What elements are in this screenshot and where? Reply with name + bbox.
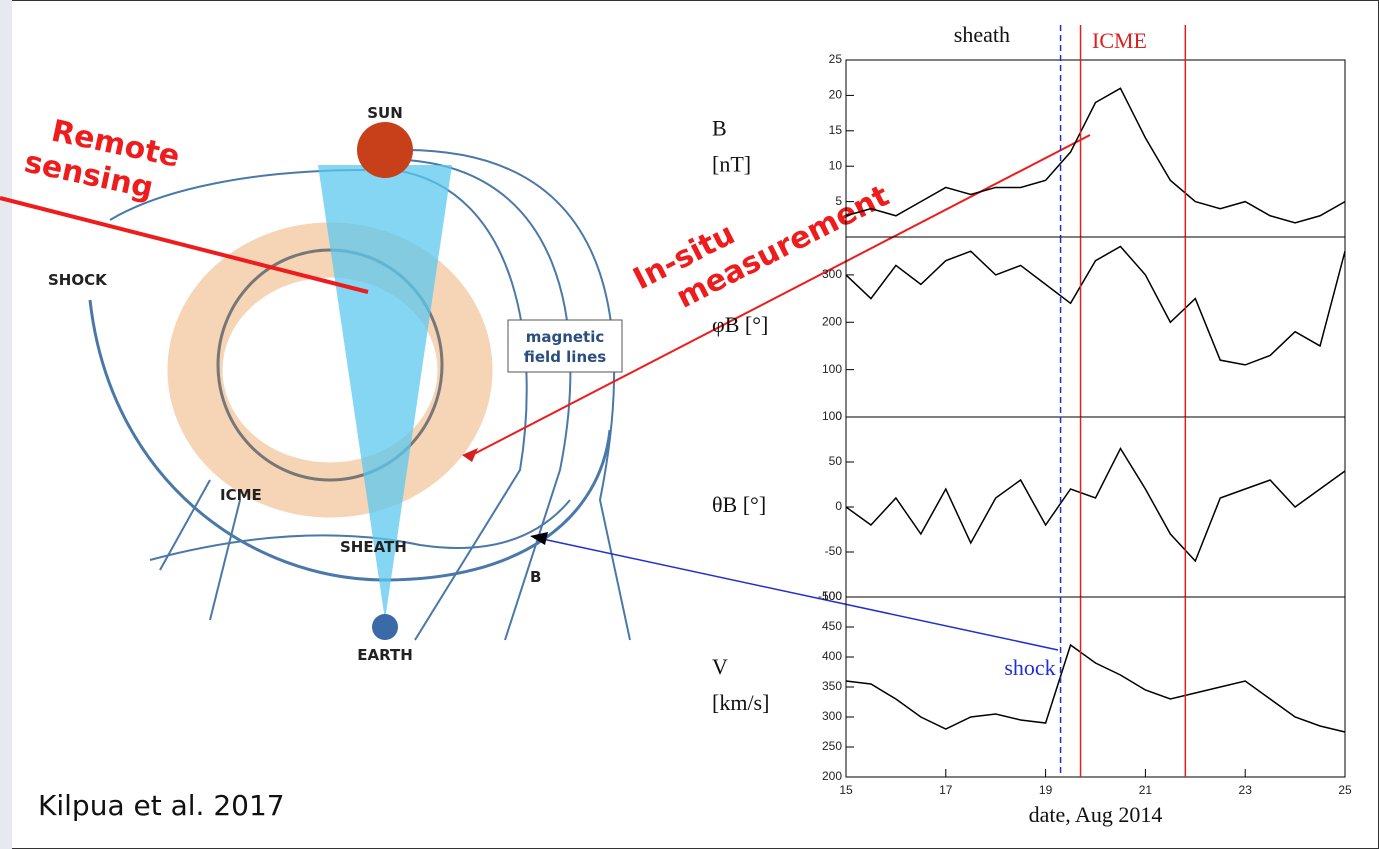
- sun: [357, 122, 413, 178]
- arrowhead: [530, 532, 548, 545]
- sheath-annotation: sheath: [954, 22, 1010, 47]
- x-tick-label: 25: [1338, 783, 1352, 797]
- y-tick-label: 5: [835, 194, 842, 208]
- y-axis-label: θB [°]: [712, 492, 766, 517]
- y-tick-label: 350: [822, 679, 842, 693]
- shock-pointer: [537, 537, 1059, 651]
- field-lines-label: magnetic: [526, 328, 605, 346]
- y-tick-label: -50: [825, 544, 843, 558]
- sun-label: SUN: [367, 104, 403, 122]
- field-line: [159, 479, 241, 621]
- y-tick-label: 25: [829, 52, 843, 66]
- earth-label: EARTH: [357, 646, 413, 664]
- spacecraft: [462, 448, 478, 462]
- y-axis-label: [km/s]: [712, 690, 769, 715]
- view-cone: [318, 165, 452, 620]
- y-tick-label: -100: [818, 589, 842, 603]
- y-tick-label: 15: [829, 123, 843, 137]
- shock-front: [88, 299, 612, 582]
- insitu-pointer: [471, 134, 1091, 456]
- y-tick-label: 0: [835, 409, 842, 423]
- data-line: [845, 446, 1346, 563]
- data-line: [845, 87, 1346, 224]
- earth: [372, 614, 398, 640]
- shock-annotation: shock: [1004, 655, 1055, 680]
- b-label: B: [530, 568, 541, 586]
- x-tick-label: 21: [1139, 783, 1153, 797]
- y-tick-label: 0: [835, 499, 842, 513]
- y-tick-label: 500: [822, 589, 842, 603]
- field-line: [149, 499, 571, 561]
- x-tick-label: 15: [839, 783, 853, 797]
- y-tick-label: 250: [822, 739, 842, 753]
- icme-annotation: ICME: [1092, 28, 1147, 53]
- y-tick-label: 200: [822, 769, 842, 783]
- field-lines-box: [507, 319, 623, 373]
- y-tick-label: 300: [822, 267, 842, 281]
- y-tick-label: 200: [822, 314, 842, 328]
- y-tick-label: 400: [822, 649, 842, 663]
- y-tick-label: 20: [829, 88, 843, 102]
- y-tick-label: 100: [822, 362, 842, 376]
- x-axis-label: date, Aug 2014: [1029, 802, 1163, 827]
- y-axis-label: V: [712, 654, 728, 679]
- y-tick-label: 450: [822, 619, 842, 633]
- y-tick-label: 100: [822, 409, 842, 423]
- x-tick-label: 17: [939, 783, 953, 797]
- side-strip: [0, 0, 12, 849]
- field-line: [404, 159, 572, 641]
- shock-label: SHOCK: [48, 271, 108, 289]
- y-axis-label: B: [712, 116, 727, 141]
- remote-pointer: [0, 196, 369, 294]
- data-line: [845, 245, 1346, 366]
- y-tick-label: 50: [829, 454, 843, 468]
- data-line: [845, 643, 1346, 733]
- x-tick-label: 23: [1239, 783, 1253, 797]
- citation: Kilpua et al. 2017: [38, 789, 285, 822]
- field-line: [404, 149, 631, 641]
- icme-loop: [216, 248, 444, 482]
- sheath-label: SHEATH: [340, 538, 407, 556]
- y-axis-label: [nT]: [712, 152, 751, 177]
- y-tick-label: 10: [829, 158, 843, 172]
- icme-label: ICME: [220, 486, 262, 504]
- y-tick-label: 300: [822, 709, 842, 723]
- y-axis-label: φB [°]: [712, 312, 768, 337]
- x-tick-label: 19: [1039, 783, 1053, 797]
- field-lines-label: field lines: [524, 348, 607, 366]
